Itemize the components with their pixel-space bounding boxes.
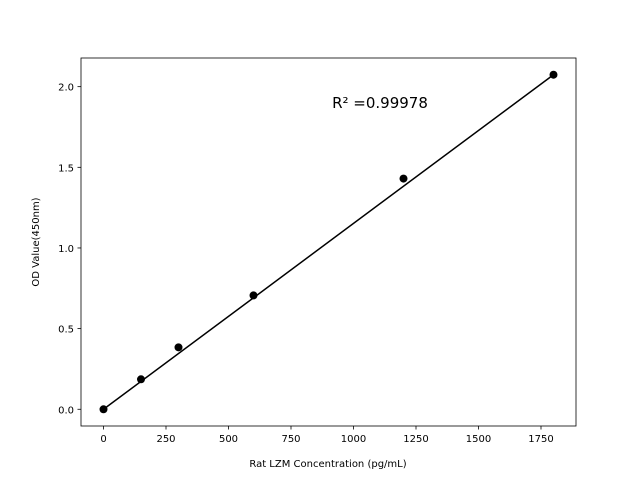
x-tick-label: 1500 [466, 434, 491, 445]
x-tick-label: 250 [156, 434, 175, 445]
x-tick-label: 1250 [403, 434, 428, 445]
y-tick-label: 0.0 [58, 405, 74, 416]
fit-line [103, 74, 554, 410]
plot-frame [80, 57, 577, 427]
y-tick-label: 0.5 [58, 325, 74, 336]
x-tick-label: 0 [100, 434, 106, 445]
data-point [249, 291, 258, 300]
y-tick-label: 1.0 [58, 244, 74, 255]
annotation: R² =0.99978 [332, 94, 428, 112]
y-tick-label: 2.0 [58, 83, 74, 94]
x-tick-label: 1000 [341, 434, 366, 445]
x-tick-label: 1750 [528, 434, 553, 445]
x-axis-label: Rat LZM Concentration (pg/mL) [249, 459, 406, 470]
data-point [399, 174, 408, 183]
x-tick-label: 750 [281, 434, 300, 445]
data-point [137, 375, 145, 384]
y-axis-label: OD Value(450nm) [31, 197, 42, 286]
x-tick-label: 500 [219, 434, 238, 445]
data-point [174, 343, 183, 352]
y-tick-label: 1.5 [58, 163, 74, 174]
